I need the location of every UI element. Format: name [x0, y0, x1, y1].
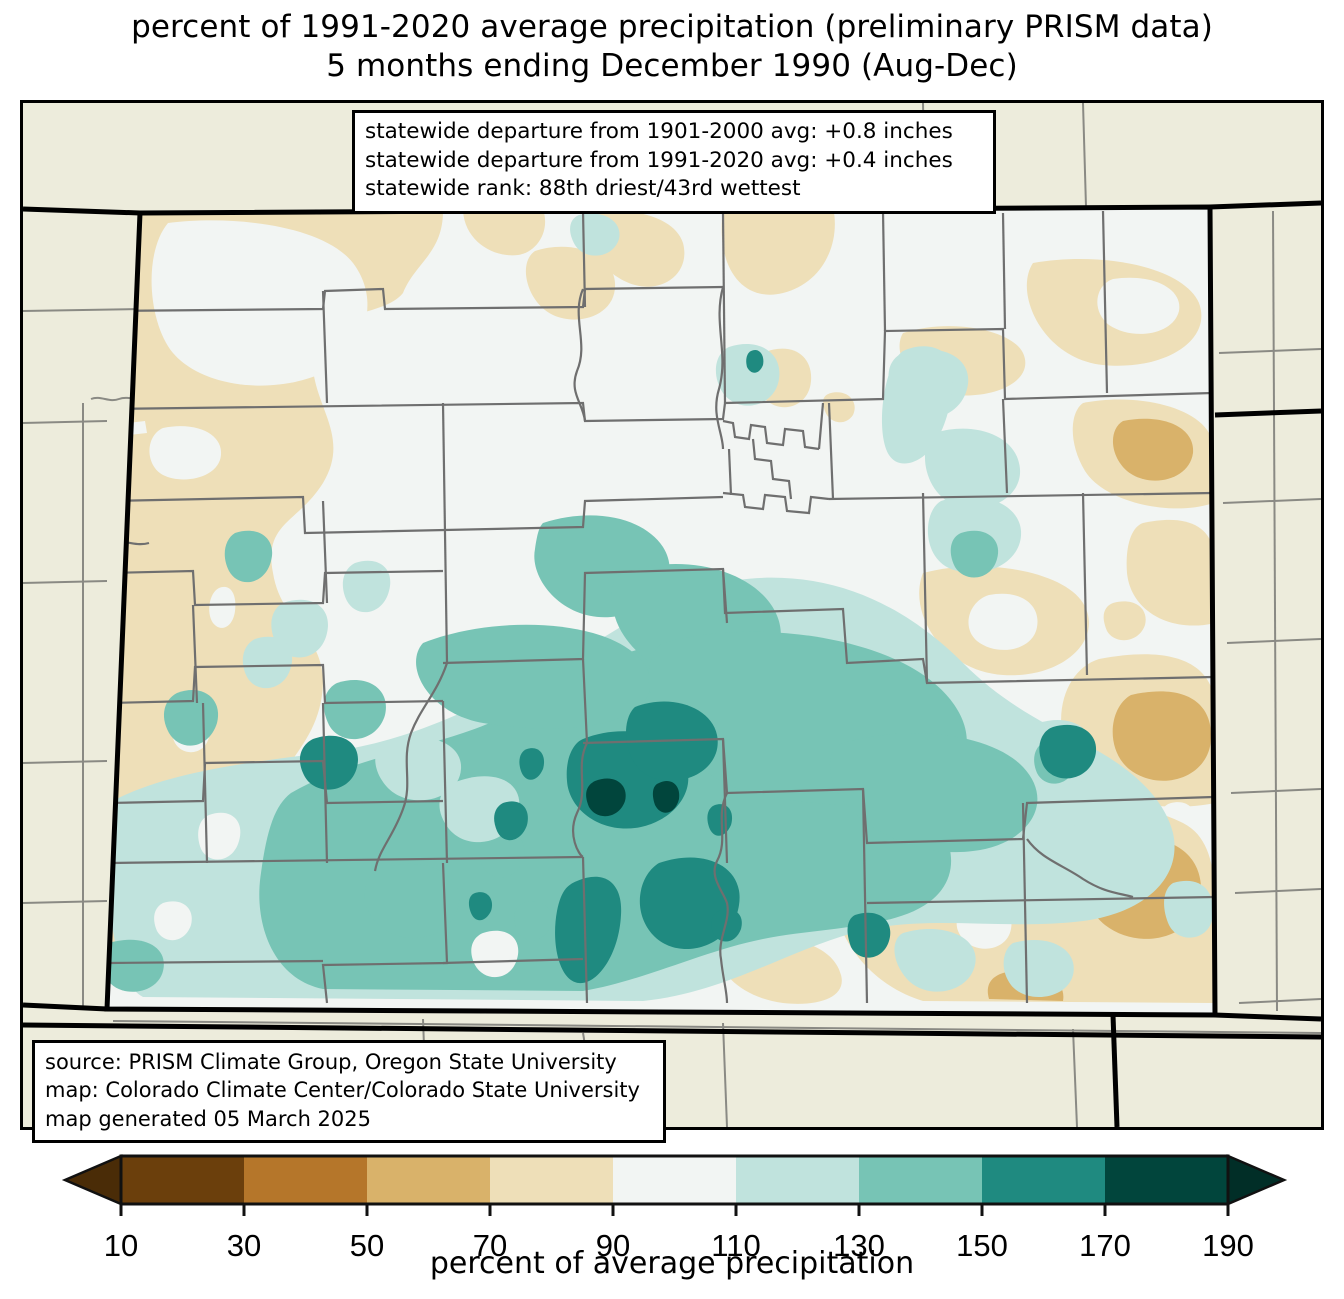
title-line-2: 5 months ending December 1990 (Aug-Dec): [326, 47, 1018, 84]
colorbar-bands: [61, 1154, 1288, 1206]
colorbar-outline: [119, 1154, 1230, 1206]
colorbar-band: [859, 1156, 982, 1204]
colorbar-band: [244, 1156, 367, 1204]
colorado-precipitation-map: [23, 103, 1321, 1127]
colorbar-band: [1105, 1156, 1228, 1204]
colorbar-band: [490, 1156, 613, 1204]
colorbar-ticks: [119, 1204, 1230, 1216]
info-line-departure-1901: statewide departure from 1901-2000 avg: …: [365, 119, 953, 144]
colorbar-tick-label: 50: [350, 1228, 384, 1263]
colorbar-under-arrow: [61, 1154, 123, 1206]
colorbar-axis-label: percent of average precipitation: [429, 1246, 915, 1281]
colorbar-tick-label: 110: [711, 1228, 760, 1263]
neighboring-state-borders: [23, 200, 1321, 1127]
colorbar-legend: 10 30 50 70 90 110 130 150 170 190: [0, 1148, 1344, 1298]
colorbar-tick-label: 170: [1079, 1228, 1131, 1263]
colorbar-tick-labels: 10 30 50 70 90 110 130 150 170 190: [104, 1228, 1254, 1263]
precipitation-contours: [107, 207, 1215, 1015]
map-frame: [20, 100, 1324, 1130]
colorbar-svg: 10 30 50 70 90 110 130 150 170 190: [61, 1154, 1288, 1263]
colorbar-tick-label: 70: [473, 1228, 507, 1263]
title-line-1: percent of 1991-2020 average precipitati…: [131, 9, 1213, 45]
colorbar-tick-label: 30: [227, 1228, 261, 1263]
colorbar-band: [613, 1156, 736, 1204]
colorbar-band: [121, 1156, 244, 1204]
source-attribution-box: source: PRISM Climate Group, Oregon Stat…: [32, 1040, 666, 1144]
colorbar-band: [367, 1156, 490, 1204]
page-title: percent of 1991-2020 average precipitati…: [0, 8, 1344, 86]
colorbar-over-arrow: [1226, 1154, 1288, 1206]
colorbar-tick-label: 90: [596, 1228, 630, 1263]
colorbar-tick-label: 10: [104, 1228, 138, 1263]
colorbar-tick-label: 130: [833, 1228, 885, 1263]
info-line-statewide-rank: statewide rank: 88th driest/43rd wettest: [365, 176, 801, 202]
colorbar-band: [982, 1156, 1105, 1204]
colorbar-tick-label: 190: [1202, 1228, 1254, 1263]
info-line-departure-1991: statewide departure from 1991-2020 avg: …: [365, 147, 953, 173]
colorado-county-lines: [108, 210, 1215, 1004]
colorbar-tick-label: 150: [956, 1228, 1008, 1263]
colorbar-band: [736, 1156, 859, 1204]
source-line-map-credit: map: Colorado Climate Center/Colorado St…: [45, 1078, 640, 1103]
statewide-info-box: statewide departure from 1901-2000 avg: …: [352, 110, 996, 214]
source-line-generated-date: map generated 05 March 2025: [45, 1106, 372, 1131]
source-line-prism: source: PRISM Climate Group, Oregon Stat…: [45, 1050, 617, 1074]
